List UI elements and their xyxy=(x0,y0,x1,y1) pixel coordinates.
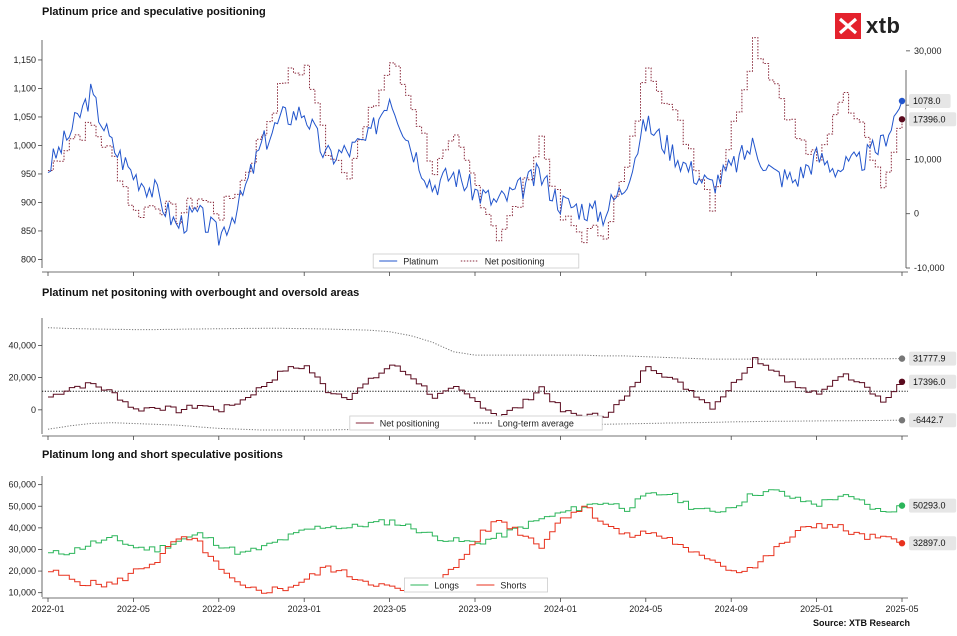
chart3-shorts-end-dot xyxy=(898,540,906,547)
chart1-legend-entry-0: Platinum xyxy=(403,257,438,267)
chart2-legend-entry-1: Long-term average xyxy=(498,419,574,429)
chart1-y-tick-label-3: 950 xyxy=(21,169,36,179)
chart1-y-tick-label-6: 1,100 xyxy=(13,83,36,93)
chart2-oversold-end-label: -6442.7 xyxy=(913,415,944,425)
chart3-y-tick-label-4: 50,000 xyxy=(8,501,36,511)
chart3-x-tick-label-7: 2024-05 xyxy=(629,604,662,614)
chart3-y-tick-label-0: 10,000 xyxy=(8,588,36,598)
chart1-platinum-end-label: 1078.0 xyxy=(913,96,941,106)
chart2-net-positioning-line xyxy=(48,357,903,419)
chart3-shorts-end-box xyxy=(909,536,957,551)
chart3-legend xyxy=(403,577,548,593)
chart1-y-right-tick-label-2: 10,000 xyxy=(914,154,942,164)
chart2-title: Platinum net positoning with overbought … xyxy=(42,287,360,299)
chart3-legend-entry-1: Shorts xyxy=(500,581,527,591)
chart2-oversold-line xyxy=(47,419,903,431)
chart2-overbought-end-label: 31777.9 xyxy=(913,354,946,364)
chart3-x-tick-label-9: 2025-01 xyxy=(800,604,833,614)
chart1-net-end-dot xyxy=(898,116,906,123)
chart2-legend-entry-0: Net positioning xyxy=(380,419,440,429)
chart2-y-tick-label-0: 0 xyxy=(31,405,36,415)
chart3-x-tick-label-10: 2025-05 xyxy=(885,604,918,614)
chart2-net-end-dot xyxy=(898,378,906,386)
chart1-net-end-label: 17396.0 xyxy=(913,114,946,124)
chart1-platinum-end-box xyxy=(909,93,951,108)
chart3-x-tick-label-8: 2024-09 xyxy=(715,604,748,614)
chart3-longs-end-box xyxy=(909,498,957,513)
chart3-shorts-end-label: 32897.0 xyxy=(913,538,946,548)
chart3-x-tick-label-2: 2022-09 xyxy=(202,604,235,614)
chart2-y-tick-label-1: 20,000 xyxy=(8,373,36,383)
chart2-net-end-label: 17396.0 xyxy=(913,377,946,387)
xtb-logo-mark xyxy=(835,13,861,39)
xtb-logo-text: xtb xyxy=(866,13,901,38)
chart1-y-tick-label-7: 1,150 xyxy=(13,55,36,65)
chart2-oversold-end-box xyxy=(909,413,957,428)
chart1-y-right-tick-label-4: 30,000 xyxy=(914,46,942,56)
chart3-x-tick-label-3: 2023-01 xyxy=(288,604,321,614)
chart3-longs-end-label: 50293.0 xyxy=(913,501,946,511)
chart3-y-tick-label-5: 60,000 xyxy=(8,480,36,490)
chart3-longs-end-dot xyxy=(898,502,906,509)
x-logo-icon xyxy=(838,17,858,35)
chart1-net-end-box xyxy=(909,112,957,127)
chart3-x-tick-label-1: 2022-05 xyxy=(117,604,150,614)
chart2-y-tick-label-2: 40,000 xyxy=(8,340,36,350)
chart1-y-right-tick-label-0: -10,000 xyxy=(914,263,945,273)
chart1-y-right-tick-label-1: 0 xyxy=(914,209,919,219)
chart2-legend xyxy=(349,415,603,431)
chart1-net-positioning-line xyxy=(48,37,903,244)
chart2-overbought-end-dot xyxy=(898,355,906,362)
chart1-y-tick-label-1: 850 xyxy=(21,226,36,236)
chart3-x-tick-label-4: 2023-05 xyxy=(373,604,406,614)
chart1-platinum-end-dot xyxy=(898,97,906,105)
chart3-legend-entry-0: Longs xyxy=(434,581,459,591)
chart1-title: Platinum price and speculative positioni… xyxy=(42,6,266,18)
chart2-overbought-line xyxy=(47,327,902,360)
chart1-y-tick-label-2: 900 xyxy=(21,197,36,207)
chart2-net-end-box xyxy=(909,374,957,389)
chart3-shorts-line xyxy=(48,505,903,594)
chart1-y-tick-label-5: 1,050 xyxy=(13,112,36,122)
xtb-logo: xtb xyxy=(835,13,913,41)
chart3-x-tick-label-0: 2022-01 xyxy=(31,604,64,614)
chart3-y-tick-label-1: 20,000 xyxy=(8,566,36,576)
chart3-y-tick-label-2: 30,000 xyxy=(8,544,36,554)
chart1-y-tick-label-0: 800 xyxy=(21,254,36,264)
chart2-oversold-end-dot xyxy=(898,417,906,424)
chart3-title: Platinum long and short speculative posi… xyxy=(42,449,283,461)
chart3-x-tick-label-6: 2024-01 xyxy=(544,604,577,614)
chart1-legend-entry-1: Net positioning xyxy=(485,257,545,267)
chart2-overbought-end-box xyxy=(909,351,957,366)
source-note: Source: XTB Research xyxy=(812,618,910,628)
chart1-platinum-line xyxy=(47,83,903,246)
chart1-y-tick-label-4: 1,000 xyxy=(13,140,36,150)
chart3-y-tick-label-3: 40,000 xyxy=(8,523,36,533)
chart3-x-tick-label-5: 2023-09 xyxy=(458,604,491,614)
